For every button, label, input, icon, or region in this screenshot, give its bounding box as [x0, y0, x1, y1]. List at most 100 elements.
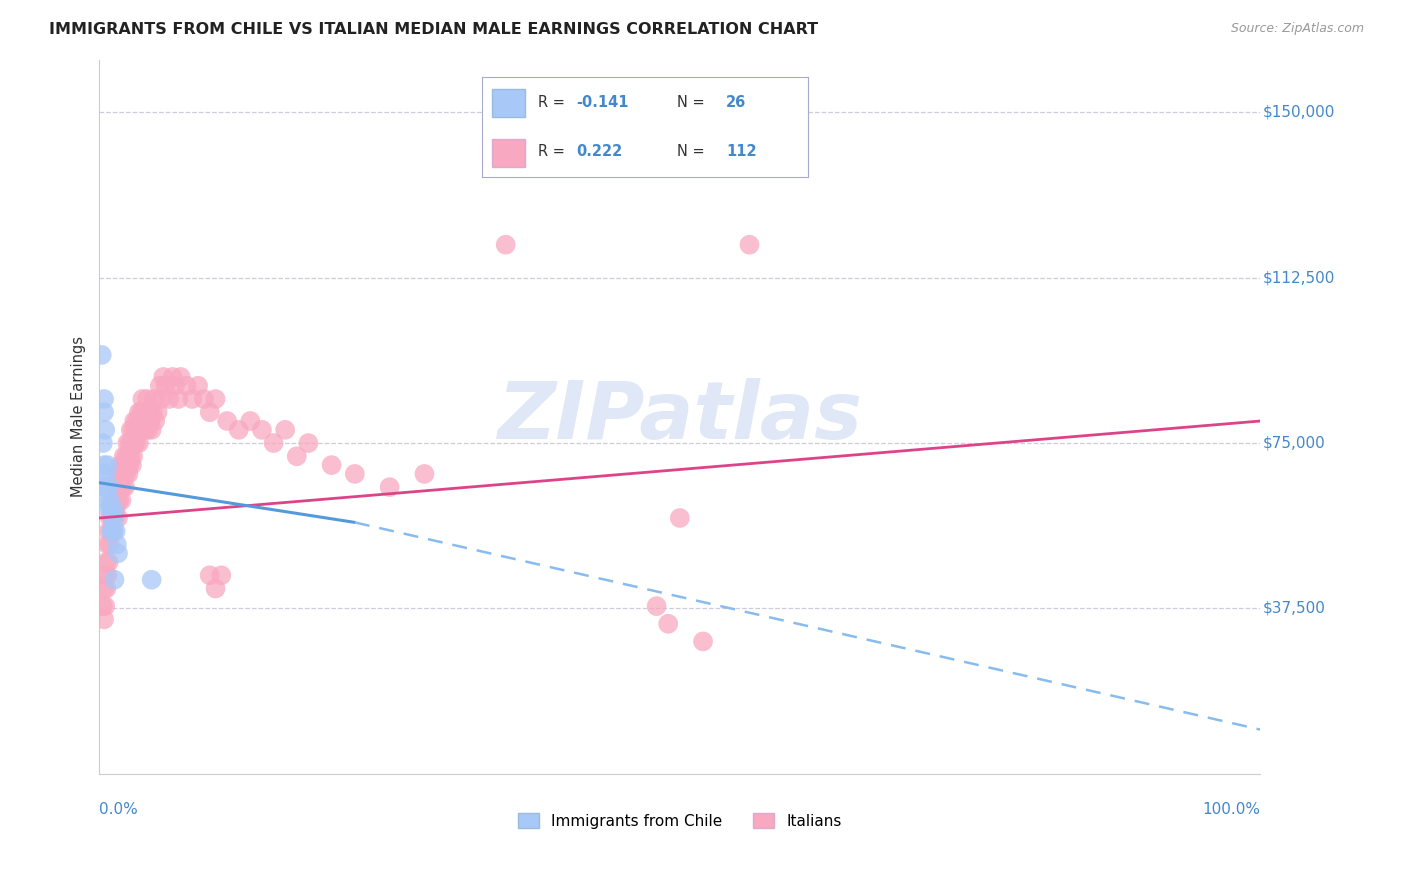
- Point: [167, 392, 190, 406]
- Text: $75,000: $75,000: [1263, 435, 1326, 450]
- Point: [107, 480, 129, 494]
- Point: [250, 423, 273, 437]
- Point: [125, 414, 148, 428]
- Point: [129, 405, 152, 419]
- Text: 100.0%: 100.0%: [1202, 802, 1260, 817]
- Point: [413, 467, 436, 481]
- Point: [155, 378, 177, 392]
- Point: [98, 537, 121, 551]
- Point: [131, 423, 153, 437]
- Point: [111, 458, 134, 472]
- Point: [657, 616, 679, 631]
- Point: [111, 480, 134, 494]
- Y-axis label: Median Male Earnings: Median Male Earnings: [72, 336, 86, 497]
- Point: [114, 458, 136, 472]
- Point: [146, 405, 169, 419]
- Point: [239, 414, 262, 428]
- Point: [101, 493, 124, 508]
- Point: [157, 392, 180, 406]
- Point: [103, 502, 125, 516]
- Point: [132, 405, 155, 419]
- Point: [103, 511, 125, 525]
- Point: [91, 467, 114, 481]
- Point: [128, 405, 150, 419]
- Text: $150,000: $150,000: [1263, 105, 1334, 120]
- Point: [96, 493, 118, 508]
- Point: [263, 436, 285, 450]
- Text: IMMIGRANTS FROM CHILE VS ITALIAN MEDIAN MALE EARNINGS CORRELATION CHART: IMMIGRANTS FROM CHILE VS ITALIAN MEDIAN …: [49, 22, 818, 37]
- Point: [100, 524, 122, 539]
- Point: [198, 568, 221, 582]
- Point: [100, 502, 122, 516]
- Point: [110, 467, 132, 481]
- Point: [134, 423, 156, 437]
- Point: [274, 423, 297, 437]
- Point: [187, 378, 209, 392]
- Point: [97, 480, 120, 494]
- Text: Source: ZipAtlas.com: Source: ZipAtlas.com: [1230, 22, 1364, 36]
- Point: [122, 414, 145, 428]
- Point: [692, 634, 714, 648]
- Text: $112,500: $112,500: [1263, 270, 1334, 285]
- Point: [129, 423, 152, 437]
- Point: [103, 511, 125, 525]
- Point: [209, 568, 232, 582]
- Point: [162, 370, 184, 384]
- Point: [110, 493, 132, 508]
- Point: [136, 392, 159, 406]
- Point: [143, 392, 166, 406]
- Point: [645, 599, 668, 614]
- Point: [321, 458, 343, 472]
- Point: [115, 450, 138, 464]
- Point: [343, 467, 366, 481]
- Point: [152, 370, 174, 384]
- Point: [103, 524, 125, 539]
- Point: [104, 502, 127, 516]
- Point: [107, 511, 129, 525]
- Point: [149, 378, 172, 392]
- Point: [141, 573, 163, 587]
- Point: [163, 378, 186, 392]
- Point: [97, 458, 120, 472]
- Text: 0.0%: 0.0%: [100, 802, 138, 817]
- Point: [110, 480, 132, 494]
- Point: [176, 378, 198, 392]
- Point: [108, 467, 131, 481]
- Point: [105, 467, 128, 481]
- Point: [117, 436, 139, 450]
- Point: [103, 493, 125, 508]
- Point: [117, 450, 139, 464]
- Point: [91, 436, 114, 450]
- Point: [117, 467, 139, 481]
- Point: [96, 555, 118, 569]
- Point: [181, 392, 204, 406]
- Point: [94, 423, 117, 437]
- Point: [108, 493, 131, 508]
- Point: [217, 414, 239, 428]
- Point: [93, 392, 115, 406]
- Point: [97, 537, 120, 551]
- Point: [122, 423, 145, 437]
- Point: [112, 467, 135, 481]
- Point: [93, 458, 115, 472]
- Point: [135, 414, 157, 428]
- Point: [204, 582, 226, 596]
- Point: [285, 450, 308, 464]
- Point: [101, 511, 124, 525]
- Point: [121, 458, 143, 472]
- Point: [139, 414, 162, 428]
- Point: [94, 599, 117, 614]
- Point: [142, 405, 165, 419]
- Point: [120, 423, 142, 437]
- Point: [115, 467, 138, 481]
- Point: [103, 524, 125, 539]
- Point: [107, 546, 129, 560]
- Point: [138, 405, 160, 419]
- Point: [97, 480, 120, 494]
- Point: [100, 524, 122, 539]
- Point: [97, 555, 120, 569]
- Point: [94, 480, 117, 494]
- Point: [121, 436, 143, 450]
- Text: $37,500: $37,500: [1263, 601, 1326, 615]
- Point: [128, 436, 150, 450]
